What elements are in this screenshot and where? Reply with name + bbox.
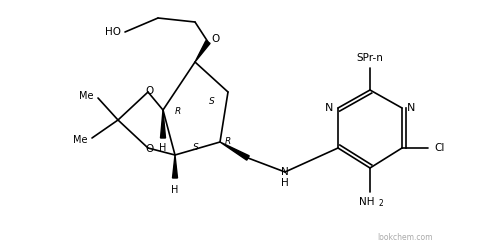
Text: N: N <box>407 103 415 113</box>
Text: O: O <box>146 144 154 154</box>
Text: 2: 2 <box>379 200 384 208</box>
Text: lookchem.com: lookchem.com <box>377 234 433 242</box>
Text: NH: NH <box>359 197 375 207</box>
Text: R: R <box>175 108 181 116</box>
Text: Cl: Cl <box>435 143 445 153</box>
Text: H: H <box>159 143 167 153</box>
Text: N: N <box>325 103 333 113</box>
Text: Me: Me <box>79 91 93 101</box>
Text: S: S <box>193 144 199 152</box>
Text: R: R <box>225 138 231 146</box>
Polygon shape <box>172 155 178 178</box>
Text: S: S <box>209 98 215 106</box>
Text: H: H <box>281 178 289 188</box>
Polygon shape <box>160 110 166 138</box>
Polygon shape <box>220 142 249 160</box>
Text: N: N <box>281 167 289 177</box>
Text: O: O <box>146 86 154 96</box>
Text: H: H <box>171 185 179 195</box>
Text: HO: HO <box>105 27 121 37</box>
Text: SPr-n: SPr-n <box>357 53 384 63</box>
Text: Me: Me <box>73 135 87 145</box>
Polygon shape <box>195 41 210 62</box>
Text: O: O <box>211 34 219 44</box>
